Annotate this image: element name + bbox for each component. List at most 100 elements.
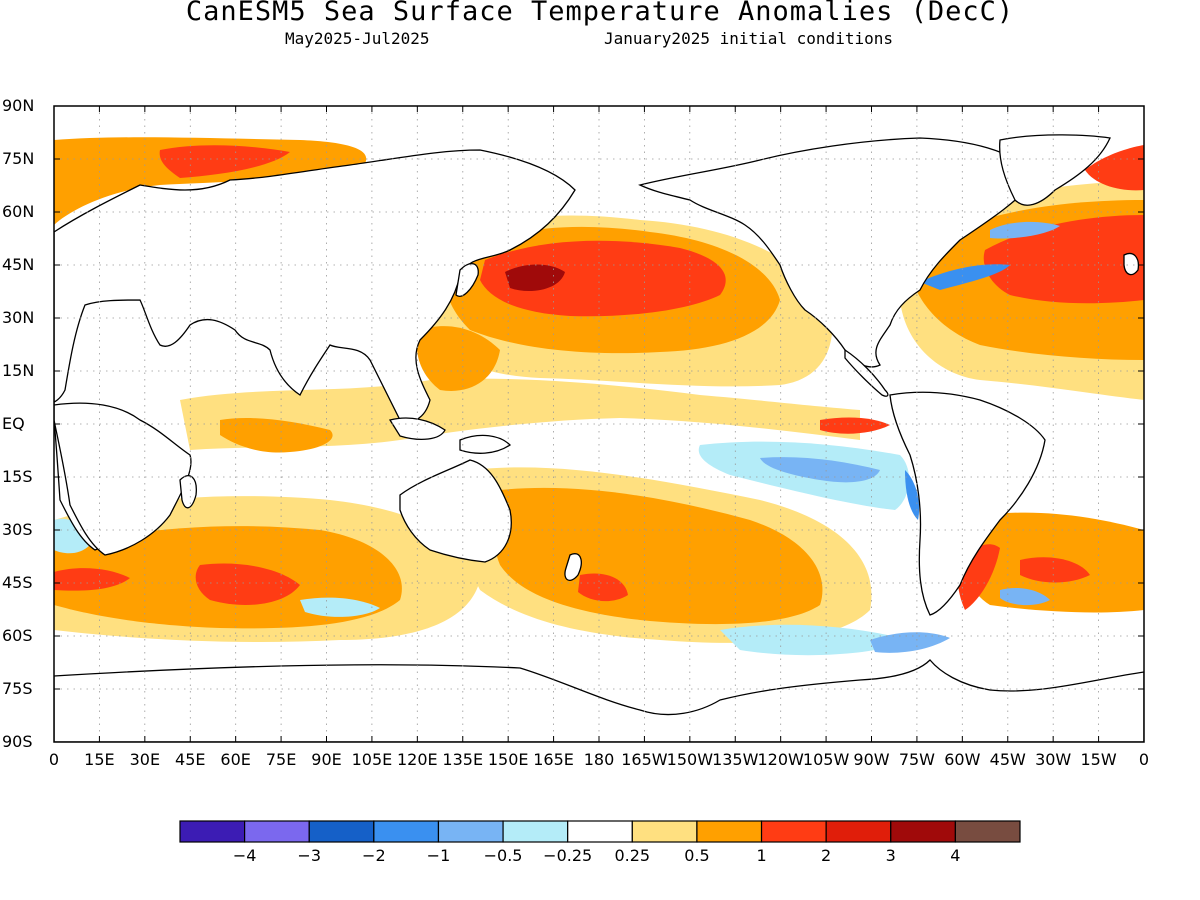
africa-landmass <box>54 402 192 556</box>
longitude-label: 45E <box>175 750 206 769</box>
drake-cold <box>870 632 950 653</box>
british-isles <box>1123 252 1140 276</box>
longitude-label: 105E <box>351 750 393 769</box>
longitude-label: 90E <box>311 750 342 769</box>
south-america <box>889 391 1046 616</box>
colorbar-swatch <box>308 820 375 843</box>
indonesia <box>388 417 446 441</box>
longitude-label: 165E <box>533 750 574 769</box>
colorbar-swatch <box>954 820 1021 843</box>
tropical-warm-band <box>180 378 860 450</box>
southern-ocean-cold-1 <box>300 597 380 617</box>
longitude-label: 30W <box>1035 750 1072 769</box>
longitude-label: 150E <box>487 750 529 769</box>
colorbar <box>179 820 1021 843</box>
longitude-label: 75W <box>898 750 935 769</box>
longitude-label: 15E <box>84 750 115 769</box>
latitude-label: 45N <box>2 255 35 274</box>
longitude-label: 15W <box>1080 750 1117 769</box>
arctic-atlantic-red <box>1085 145 1144 191</box>
colorbar-swatch <box>502 820 569 843</box>
coastlines <box>54 134 1144 742</box>
longitude-label: 45W <box>989 750 1026 769</box>
colorbar-swatch <box>567 820 633 843</box>
greenland <box>999 134 1111 206</box>
anomaly-fields <box>54 137 1144 656</box>
longitude-label: 0 <box>1138 750 1150 769</box>
peru-coast-cold <box>905 470 920 520</box>
colorbar-swatch <box>373 820 440 843</box>
longitude-label: 150W <box>666 750 714 769</box>
latitude-label: 75S <box>2 679 33 698</box>
madagascar <box>179 475 197 509</box>
south-pacific-orange <box>492 487 823 625</box>
west-indian-cold <box>54 518 90 554</box>
colorbar-swatch <box>696 820 763 843</box>
antarctica <box>54 659 1144 742</box>
colorbar-label: 0.25 <box>614 846 651 865</box>
longitude-label: 165W <box>621 750 668 769</box>
longitude-label: 120E <box>397 750 438 769</box>
colorbar-label: 4 <box>950 846 961 865</box>
labrador-cold <box>990 221 1060 239</box>
east-pacific-cold-core <box>760 457 880 483</box>
longitude-label: 0 <box>48 750 60 769</box>
latitude-label: 30N <box>2 308 35 327</box>
north-pacific-darkred <box>505 264 565 292</box>
colorbar-swatch <box>631 820 698 843</box>
latitude-label: 15N <box>2 361 35 380</box>
longitude-label: 75E <box>265 750 297 769</box>
central-america <box>844 348 889 397</box>
longitude-label: 60E <box>220 750 251 769</box>
colorbar-swatch <box>890 820 956 843</box>
latitude-label: 15S <box>2 467 33 486</box>
latitude-label: 90S <box>2 732 33 751</box>
indian-ocean-warm <box>220 418 333 453</box>
longitude-label: 135E <box>442 750 484 769</box>
latitude-label: 45S <box>2 573 33 592</box>
colorbar-label: −2 <box>362 846 386 865</box>
colorbar-label: 1 <box>756 846 767 865</box>
colorbar-label: −3 <box>297 846 322 865</box>
latitude-label: 30S <box>2 520 33 539</box>
longitude-label: 60W <box>944 750 981 769</box>
colorbar-label: 2 <box>821 846 832 865</box>
north-pacific-red <box>480 240 726 317</box>
south-indian-red-1 <box>195 563 300 605</box>
gulf-stream-cold <box>920 264 1010 290</box>
colorbar-label: −0.5 <box>483 846 523 865</box>
longitude-label: 90W <box>853 750 890 769</box>
colorbar-swatch <box>244 820 310 843</box>
forecast-period: May2025-Jul2025 <box>285 29 430 48</box>
colorbar-swatch <box>437 820 504 843</box>
colorbar-label: 3 <box>885 846 896 865</box>
south-atlantic-cold <box>1000 588 1050 606</box>
south-pacific-red <box>578 573 628 602</box>
latitude-label: 75N <box>2 149 35 168</box>
new-guinea <box>459 434 512 454</box>
barents-red <box>159 145 290 178</box>
north-america <box>638 137 1041 368</box>
west-pacific-orange <box>416 326 500 391</box>
australia <box>399 459 512 563</box>
latitude-label: 90N <box>2 96 35 115</box>
colorbar-swatch <box>760 820 827 843</box>
latitude-label: 60N <box>2 202 35 221</box>
axis-ticks <box>53 105 1145 743</box>
colorbar-swatch <box>825 820 892 843</box>
longitude-label: 105W <box>802 750 850 769</box>
latitude-label: EQ <box>2 414 25 433</box>
longitude-label: 135W <box>712 750 759 769</box>
ecuador-warm <box>820 417 890 434</box>
new-zealand <box>564 553 582 581</box>
colorbar-label: −1 <box>426 846 451 865</box>
south-indian-red-2 <box>54 568 130 591</box>
latitude-label: 60S <box>2 626 33 645</box>
initial-conditions: January2025 initial conditions <box>604 29 893 48</box>
colorbar-label: 0.5 <box>684 846 710 865</box>
map-title: CanESM5 Sea Surface Temperature Anomalie… <box>185 0 1015 27</box>
colorbar-swatch <box>179 820 246 843</box>
southern-ocean-cold-2 <box>720 624 910 656</box>
japan <box>455 263 479 297</box>
